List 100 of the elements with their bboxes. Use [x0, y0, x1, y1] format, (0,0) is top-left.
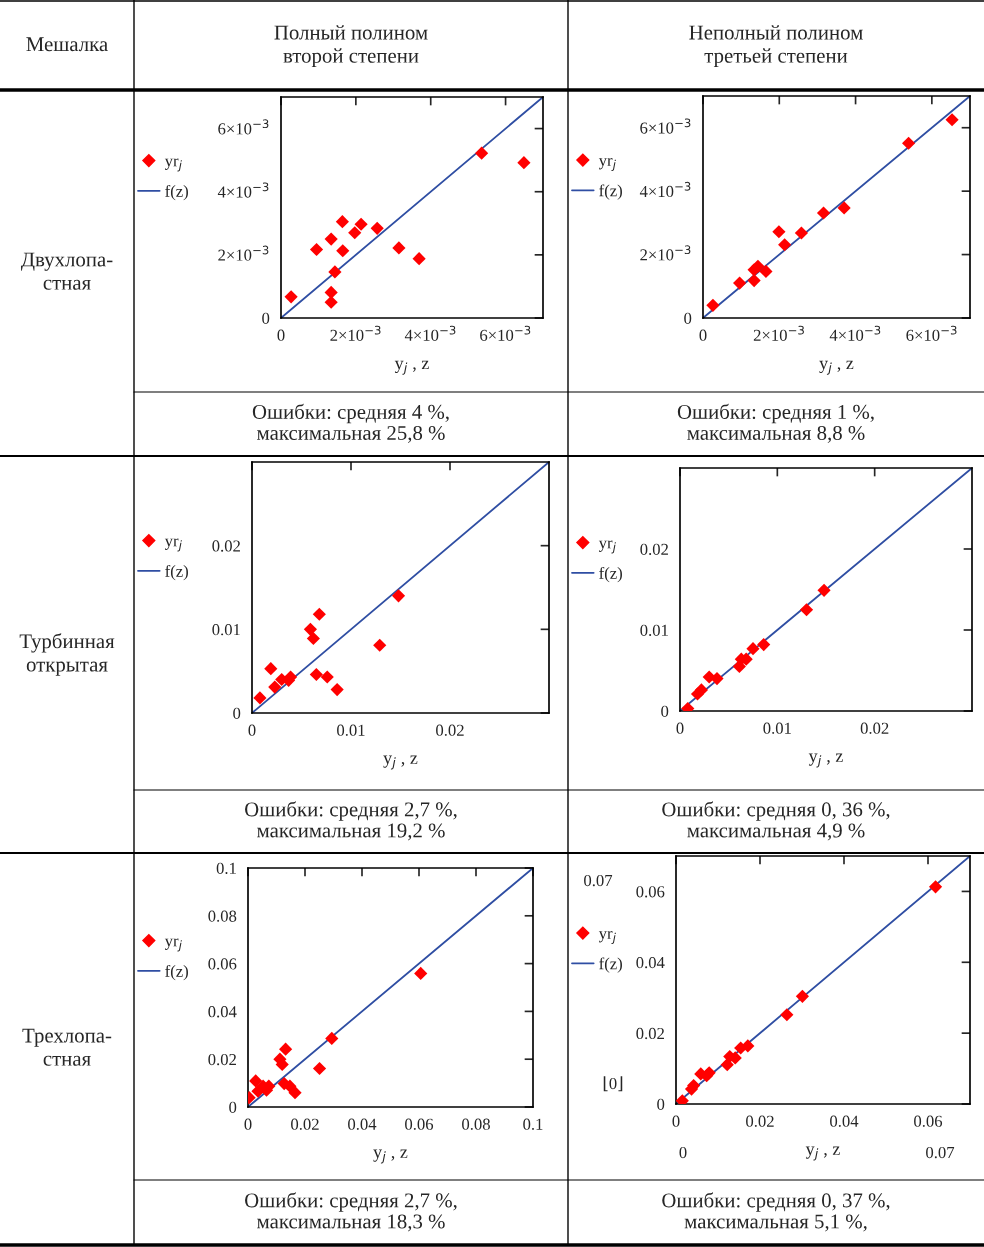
point: [312, 607, 326, 621]
point: [284, 290, 298, 304]
x-tick-label: 0.06: [914, 1115, 943, 1127]
x-axis-title: y$_{j}$ , z: [394, 360, 429, 375]
x-tick-label: 0.02: [746, 1115, 774, 1127]
point: [324, 232, 338, 246]
point: [412, 252, 426, 266]
legend-label: yr$_{j}$: [598, 930, 616, 944]
point: [414, 966, 428, 980]
point: [348, 226, 362, 240]
text: Трехлопа- стная: [22, 1028, 112, 1066]
legend-label: f(z): [165, 964, 188, 981]
text: Турбинная открытая: [19, 633, 115, 676]
point: [746, 642, 760, 656]
y-tick-label: 0.04: [636, 956, 665, 969]
x-tick-label: 0.08: [462, 1118, 490, 1130]
x-tick-label: 0.01: [763, 722, 791, 734]
point: [733, 276, 747, 290]
x-axis-title: y$_{j}$ , z: [805, 1146, 840, 1161]
point: [306, 631, 320, 646]
x-tick-label: 0.06: [405, 1118, 434, 1130]
x-tick-label: 6×10$^{−3}$: [906, 325, 957, 341]
y-tick-label: 6×10$^{−3}$: [640, 118, 691, 134]
y-tick-label: 0.1: [216, 862, 236, 875]
x-tick-label: 2×10$^{−3}$: [330, 325, 381, 341]
point: [373, 638, 387, 652]
point: [706, 298, 720, 312]
y-tick-label: 0.06: [208, 958, 237, 970]
y-tick-label: 0: [233, 707, 241, 719]
x-tick-label: 4×10$^{−3}$: [404, 325, 456, 341]
y-tick-label: 0.02: [636, 1027, 664, 1040]
x-tick-label: 0.04: [830, 1115, 859, 1127]
point: [794, 226, 808, 240]
text: 0.07: [926, 1146, 955, 1159]
point: [320, 670, 334, 684]
point: [751, 259, 765, 273]
point: [324, 285, 338, 300]
point: [816, 206, 831, 220]
y-tick-label: 0: [262, 312, 270, 324]
point: [778, 238, 792, 252]
point: [517, 156, 531, 170]
y-tick-label: 6×10$^{−3}$: [218, 119, 269, 135]
legend-label: f(z): [599, 957, 622, 973]
y-tick-label: 0.08: [208, 910, 237, 922]
y-tick-label: 0.01: [212, 624, 240, 636]
point: [312, 1061, 327, 1076]
legend-label: f(z): [599, 184, 622, 200]
text: Ошибки: средняя 0, 37 %, максимальная 5,1 %,: [662, 1192, 890, 1232]
x-tick-label: 0.01: [337, 724, 365, 736]
text: ⌊0⌋: [603, 1076, 623, 1092]
point: [928, 880, 943, 894]
y-tick-label: 0: [657, 1098, 665, 1110]
y-tick-label: 0: [684, 312, 692, 324]
x-tick-label: 0: [699, 329, 707, 341]
x-tick-label: 0.04: [348, 1118, 377, 1130]
y-tick-label: 0.01: [640, 624, 668, 637]
x-tick-label: 0: [277, 329, 285, 341]
point: [837, 201, 851, 215]
y-tick-label: 0.02: [212, 540, 240, 552]
point: [902, 136, 916, 150]
y-tick-label: 0.02: [208, 1053, 236, 1066]
point: [330, 682, 344, 697]
legend-label: yr$_{j}$: [164, 538, 182, 552]
point: [759, 264, 773, 278]
point: [945, 113, 959, 127]
y-tick-label: 2×10$^{−3}$: [640, 245, 691, 261]
x-tick-label: 2×10$^{−3}$: [753, 325, 804, 341]
legend-label: f(z): [165, 564, 188, 581]
x-axis-title: y$_{j}$ , z: [383, 755, 418, 770]
text: Ошибки: средняя 2,7 %, максимальная 18,3 %: [245, 1192, 457, 1232]
point: [335, 215, 349, 229]
x-tick-label: 6×10$^{−3}$: [480, 325, 531, 341]
x-axis-title: y$_{j}$ , z: [808, 753, 843, 768]
point: [795, 989, 810, 1003]
point: [325, 1031, 339, 1045]
point: [475, 146, 489, 160]
legend-label: yr$_{j}$: [164, 158, 182, 172]
x-axis-title: y$_{j}$ , z: [819, 360, 854, 375]
legend-label: yr$_{j}$: [598, 157, 616, 171]
text: Мешалка: [26, 37, 108, 52]
point: [392, 241, 406, 255]
point: [741, 1039, 755, 1053]
text: Двухлопа- стная: [20, 252, 113, 290]
chart-title: Полный полином второй степени: [274, 25, 428, 68]
chart-title: Неполный полином третьей степени: [689, 25, 863, 68]
x-tick-label: 0.02: [436, 724, 464, 736]
point: [694, 683, 708, 697]
text: Ошибки: средняя 0, 36 %, максимальная 4,9 %: [662, 801, 890, 841]
point: [354, 217, 368, 231]
text: 0.07: [584, 874, 613, 887]
x-tick-label: 4×10$^{−3}$: [829, 325, 881, 341]
point: [328, 265, 342, 279]
text: Ошибки: средняя 1 %, максимальная 8,8 %: [677, 403, 874, 443]
point: [757, 637, 771, 652]
y-tick-label: 0.04: [208, 1006, 237, 1018]
x-tick-label: 0.02: [291, 1118, 319, 1130]
x-tick-label: 0: [672, 1115, 680, 1127]
point: [264, 662, 278, 676]
y-tick-label: 0.06: [636, 886, 665, 898]
point: [283, 1079, 297, 1093]
